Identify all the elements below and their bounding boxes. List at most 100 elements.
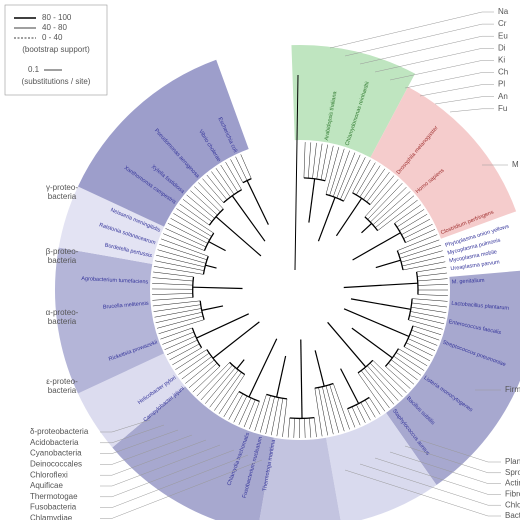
branch xyxy=(361,223,373,234)
branch xyxy=(347,396,370,410)
scale-label: 0.1 xyxy=(28,65,40,74)
branch xyxy=(192,276,195,298)
group-label: bacteria xyxy=(48,317,77,326)
branch xyxy=(185,359,215,384)
branch xyxy=(242,178,252,184)
group-label: Chlamydiae xyxy=(30,514,73,520)
branch xyxy=(186,194,215,219)
branch xyxy=(377,199,418,231)
branch xyxy=(406,342,433,357)
branch xyxy=(409,334,438,346)
group-label: γ-proteo- xyxy=(46,183,78,192)
group-label: Spro xyxy=(505,468,520,477)
branch xyxy=(181,356,212,380)
branch xyxy=(343,282,418,289)
branch xyxy=(154,260,205,271)
branch xyxy=(366,171,390,203)
branch xyxy=(396,250,404,271)
group-label: Bact xyxy=(505,511,520,520)
branch xyxy=(228,393,244,420)
branch xyxy=(215,168,235,195)
branch xyxy=(408,319,443,330)
branch xyxy=(396,209,425,228)
branch xyxy=(320,144,328,180)
branch xyxy=(205,367,236,404)
branch xyxy=(303,142,306,178)
branch xyxy=(238,391,260,402)
branch xyxy=(211,171,231,198)
branch xyxy=(316,143,323,180)
clade-wedge xyxy=(386,270,520,485)
branch xyxy=(152,297,193,301)
leader-line xyxy=(100,444,221,487)
branch xyxy=(212,321,260,359)
group-label: Di xyxy=(498,43,506,52)
group-label: Fu xyxy=(498,104,507,113)
branch xyxy=(152,283,193,286)
branch xyxy=(233,395,248,423)
branch xyxy=(402,255,445,267)
branch xyxy=(314,350,325,387)
branch xyxy=(372,360,407,393)
group-label: Chloroflexi xyxy=(30,470,68,479)
branch xyxy=(325,193,345,202)
branch xyxy=(407,298,413,321)
branch xyxy=(266,393,288,400)
branch xyxy=(243,399,256,428)
branch xyxy=(194,186,221,213)
branch xyxy=(240,154,252,179)
branch xyxy=(325,147,340,195)
group-label: Ch xyxy=(498,68,508,77)
branch xyxy=(403,223,433,239)
branch xyxy=(276,398,284,437)
branch xyxy=(294,74,299,271)
branch xyxy=(317,197,336,242)
branch xyxy=(375,259,401,269)
branch xyxy=(205,264,217,269)
group-label: Ki xyxy=(498,56,505,65)
branch xyxy=(312,142,317,179)
branch xyxy=(364,399,376,418)
branch xyxy=(218,374,245,414)
clade-wedge xyxy=(77,353,186,448)
branch xyxy=(314,388,323,437)
branch xyxy=(369,362,403,397)
branch xyxy=(417,278,448,282)
branch xyxy=(276,355,287,398)
branch xyxy=(259,395,271,433)
branch xyxy=(356,404,366,423)
branch xyxy=(154,308,202,318)
branch xyxy=(271,397,279,436)
branch xyxy=(179,203,210,226)
branch xyxy=(372,191,411,226)
branch xyxy=(287,418,290,438)
branch xyxy=(318,387,328,436)
branch xyxy=(411,329,440,341)
branch xyxy=(230,159,244,183)
branch xyxy=(359,165,381,198)
clade-wedge xyxy=(55,247,165,394)
branch xyxy=(403,346,431,362)
taxon-label: Agrobacterium tumefaciens xyxy=(81,276,148,286)
taxon-label: Lactobacillus plantarum xyxy=(451,301,510,312)
branch xyxy=(153,266,204,275)
branch xyxy=(360,370,390,409)
branch xyxy=(340,368,360,404)
leader-line xyxy=(100,459,263,519)
branch xyxy=(198,182,224,210)
group-label: Deinococcales xyxy=(30,460,82,469)
clade-wedge xyxy=(370,86,517,239)
leader-line xyxy=(389,60,494,81)
branch xyxy=(351,406,361,426)
branch xyxy=(303,177,326,182)
branch xyxy=(289,417,315,420)
branch xyxy=(293,418,295,438)
group-label: Firm xyxy=(505,385,520,394)
group-label: Plan xyxy=(505,457,520,466)
group-label: Thermotogae xyxy=(30,492,78,501)
branch xyxy=(402,261,446,271)
branch xyxy=(176,208,214,234)
branch xyxy=(401,218,431,235)
branch xyxy=(352,192,371,206)
